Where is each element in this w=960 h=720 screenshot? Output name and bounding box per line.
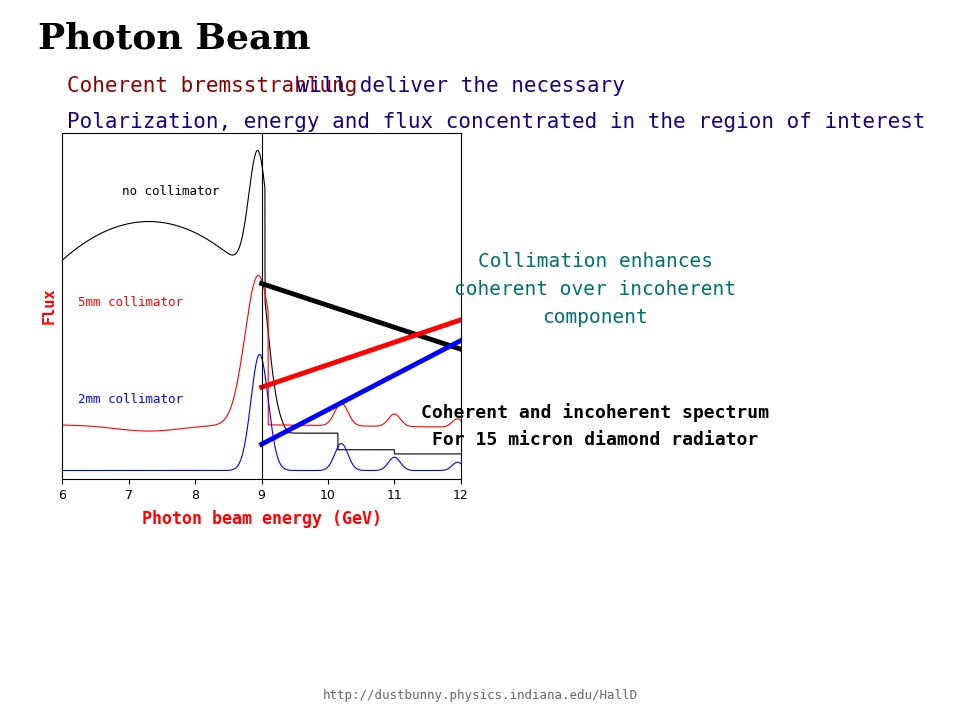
X-axis label: Photon beam energy (GeV): Photon beam energy (GeV) <box>142 510 382 528</box>
Text: Coherent and incoherent spectrum
For 15 micron diamond radiator: Coherent and incoherent spectrum For 15 … <box>421 403 769 449</box>
Text: Collimation enhances
coherent over incoherent
component: Collimation enhances coherent over incoh… <box>454 252 736 327</box>
Text: Polarization, energy and flux concentrated in the region of interest: Polarization, energy and flux concentrat… <box>67 112 925 132</box>
Text: http://dustbunny.physics.indiana.edu/HallD: http://dustbunny.physics.indiana.edu/Hal… <box>323 689 637 702</box>
Y-axis label: Flux: Flux <box>42 288 57 324</box>
Text: 2mm collimator: 2mm collimator <box>79 393 183 406</box>
Text: no collimator: no collimator <box>122 186 220 199</box>
Text: 5mm collimator: 5mm collimator <box>79 296 183 309</box>
Text: Photon Beam: Photon Beam <box>38 22 311 55</box>
Text: Coherent bremsstrahlung: Coherent bremsstrahlung <box>67 76 357 96</box>
Text: will deliver the necessary: will deliver the necessary <box>284 76 625 96</box>
